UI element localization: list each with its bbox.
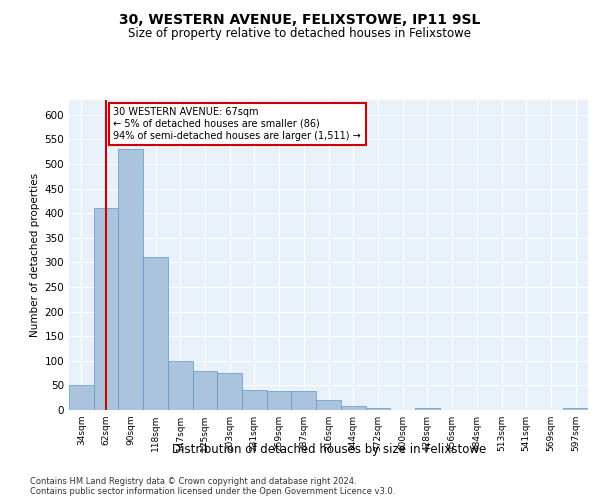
Bar <box>316 400 341 410</box>
Bar <box>415 408 440 410</box>
Y-axis label: Number of detached properties: Number of detached properties <box>30 173 40 337</box>
Bar <box>69 386 94 410</box>
Bar <box>365 408 390 410</box>
Text: 30 WESTERN AVENUE: 67sqm
← 5% of detached houses are smaller (86)
94% of semi-de: 30 WESTERN AVENUE: 67sqm ← 5% of detache… <box>113 108 361 140</box>
Bar <box>143 258 168 410</box>
Bar <box>193 370 217 410</box>
Bar <box>563 408 588 410</box>
Bar <box>267 392 292 410</box>
Bar <box>292 392 316 410</box>
Bar <box>118 149 143 410</box>
Text: Contains HM Land Registry data © Crown copyright and database right 2024.: Contains HM Land Registry data © Crown c… <box>30 478 356 486</box>
Bar <box>168 361 193 410</box>
Text: Size of property relative to detached houses in Felixstowe: Size of property relative to detached ho… <box>128 28 472 40</box>
Bar <box>94 208 118 410</box>
Bar <box>217 373 242 410</box>
Text: Contains public sector information licensed under the Open Government Licence v3: Contains public sector information licen… <box>30 488 395 496</box>
Bar <box>341 406 365 410</box>
Text: Distribution of detached houses by size in Felixstowe: Distribution of detached houses by size … <box>172 442 486 456</box>
Bar <box>242 390 267 410</box>
Text: 30, WESTERN AVENUE, FELIXSTOWE, IP11 9SL: 30, WESTERN AVENUE, FELIXSTOWE, IP11 9SL <box>119 12 481 26</box>
